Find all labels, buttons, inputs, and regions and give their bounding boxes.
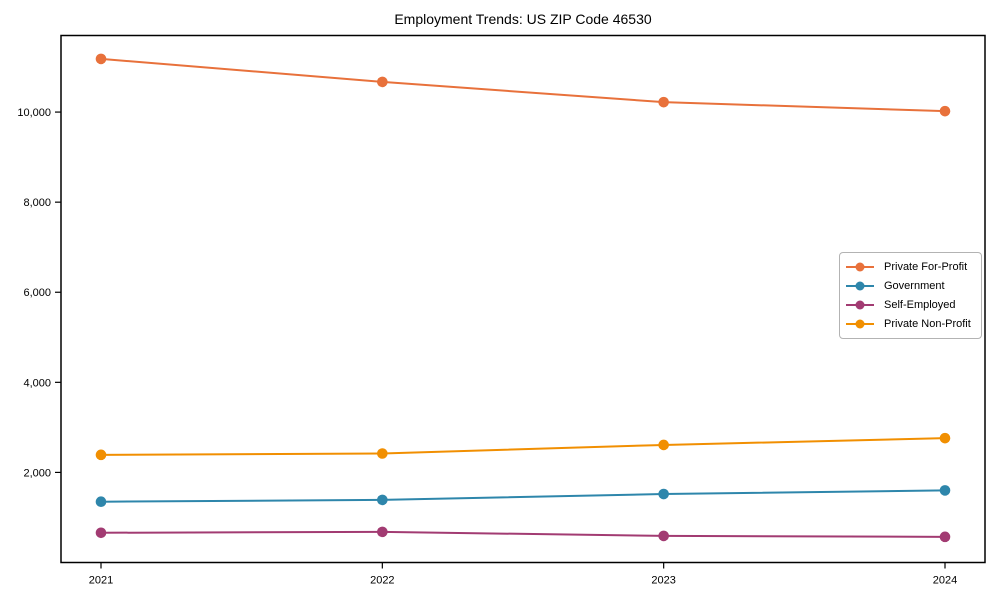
data-point-private-non-profit	[658, 439, 669, 451]
data-point-private-for-profit	[377, 76, 388, 88]
data-point-self-employed	[95, 527, 107, 539]
y-tick-label: 8,000	[23, 197, 51, 209]
legend-item-private-non-profit: Private Non-Profit	[845, 315, 975, 333]
chart-title: Employment Trends: US ZIP Code 46530	[394, 11, 652, 27]
data-point-private-non-profit	[939, 432, 951, 444]
legend-label: Self-Employed	[884, 299, 956, 312]
data-point-self-employed	[377, 526, 388, 538]
data-point-self-employed	[658, 530, 669, 542]
x-tick-label: 2024	[933, 575, 957, 587]
x-tick-label: 2023	[651, 575, 675, 587]
data-point-government	[95, 496, 107, 507]
legend-line-marker-icon	[846, 262, 874, 272]
x-tick-label: 2021	[89, 575, 113, 587]
legend-item-self-employed: Self-Employed	[845, 296, 975, 314]
x-tick-label: 2022	[370, 575, 394, 587]
data-point-private-for-profit	[95, 53, 107, 65]
data-point-government	[377, 494, 388, 506]
legend-line-marker-icon	[846, 300, 874, 310]
y-tick-label: 6,000	[23, 287, 51, 299]
data-point-government	[939, 485, 951, 496]
y-tick-label: 4,000	[23, 377, 51, 389]
legend-label: Private For-Profit	[884, 260, 968, 273]
line-series-government	[100, 489, 946, 503]
data-point-private-non-profit	[377, 448, 388, 459]
data-point-self-employed	[939, 531, 951, 543]
legend-label: Private Non-Profit	[884, 318, 971, 331]
legend-label: Government	[884, 279, 945, 292]
data-point-private-non-profit	[95, 449, 107, 461]
legend-item-government: Government	[845, 277, 975, 295]
legend-line-marker-icon	[846, 281, 874, 291]
plot-frame	[60, 34, 986, 564]
line-series-private-non-profit	[100, 437, 946, 456]
data-point-private-for-profit	[658, 96, 669, 108]
y-tick-label: 10,000	[17, 107, 51, 119]
data-point-government	[658, 488, 669, 500]
legend-box: Private For-Profit Government Self-Employe…	[839, 252, 982, 339]
legend-line-marker-icon	[846, 319, 874, 329]
line-series-self-employed	[100, 530, 946, 538]
data-point-private-for-profit	[939, 105, 951, 117]
legend-item-private-for-profit: Private For-Profit	[845, 258, 975, 276]
line-series-private-for-profit	[100, 57, 946, 113]
y-tick-label: 2,000	[23, 467, 51, 479]
